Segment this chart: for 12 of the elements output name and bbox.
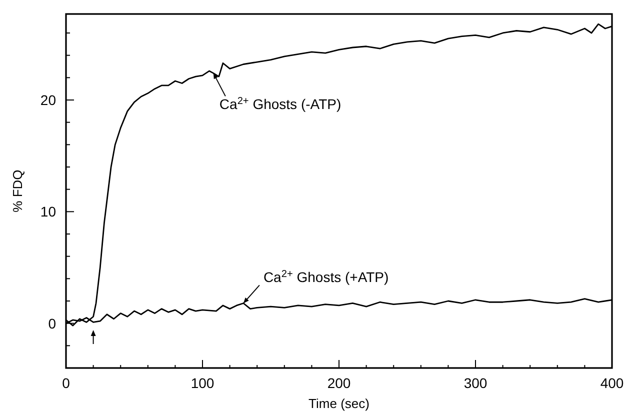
x-tick-label: 0 [62, 375, 70, 391]
y-tick-label: 20 [40, 92, 56, 108]
annotation: Ca$^{2+}$ Ghosts (-ATP) [219, 96, 342, 112]
x-tick-label: 400 [600, 375, 624, 391]
y-tick-label: 0 [48, 315, 56, 332]
x-tick-label: 100 [190, 375, 214, 391]
y-axis-title: % FDQ [10, 170, 25, 212]
x-tick-label: 200 [327, 375, 351, 391]
x-axis-title: Time (sec) [308, 396, 370, 411]
annotation: Ca$^{2+}$ Ghosts (+ATP) [263, 268, 389, 286]
y-tick-label: 10 [40, 204, 56, 220]
x-tick-label: 300 [464, 375, 488, 391]
